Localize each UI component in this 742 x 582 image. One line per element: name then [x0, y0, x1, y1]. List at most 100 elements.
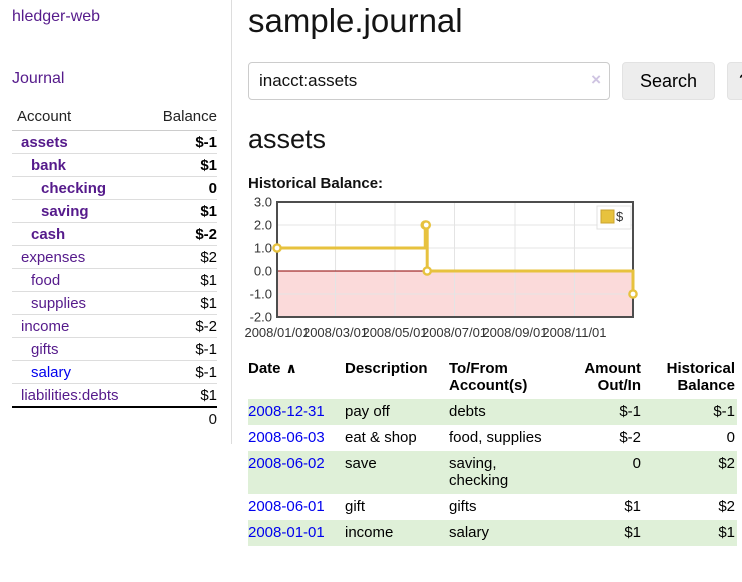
account-balance: $1 — [143, 291, 217, 315]
accounts-table: Account Balance assets $-1 bank $1 checking 0… — [12, 104, 217, 430]
transaction-date-link[interactable]: 2008-06-01 — [248, 498, 325, 515]
transaction-amount: $-1 — [619, 403, 641, 420]
account-row: supplies $1 — [12, 291, 217, 315]
transaction-accounts: gifts — [449, 498, 477, 515]
transaction-row: 2008-01-01 income salary $1 $1 — [248, 520, 737, 546]
account-row: bank $1 — [12, 153, 217, 177]
transaction-date-link[interactable]: 2008-06-03 — [248, 429, 325, 446]
account-balance: $-1 — [143, 360, 217, 384]
account-heading: assets — [248, 124, 327, 154]
svg-text:2008/03/01: 2008/03/01 — [303, 325, 368, 340]
transaction-description: eat & shop — [345, 429, 417, 446]
accounts-total-row: 0 — [12, 406, 217, 430]
transaction-amount: $-2 — [619, 429, 641, 446]
column-header-amount: Amount Out/In — [584, 360, 641, 394]
account-link-gifts[interactable]: gifts — [31, 341, 59, 358]
account-link-income[interactable]: income — [21, 318, 70, 335]
svg-text:1.0: 1.0 — [254, 241, 272, 256]
account-row: checking 0 — [12, 176, 217, 200]
account-balance: $-1 — [195, 134, 217, 151]
account-balance: $-2 — [143, 314, 217, 338]
search-input[interactable] — [248, 62, 610, 100]
transaction-description: income — [345, 524, 394, 541]
svg-text:2008/07/01: 2008/07/01 — [422, 325, 487, 340]
transaction-date-link[interactable]: 2008-01-01 — [248, 524, 325, 541]
account-row: liabilities:debts $1 — [12, 383, 217, 407]
account-row: cash $-2 — [12, 222, 217, 246]
transaction-description: gift — [345, 498, 366, 515]
transaction-balance: $1 — [718, 524, 735, 541]
accounts-header-account: Account — [12, 104, 144, 131]
main-content: sample.journal × Search ? assets Histori… — [244, 0, 742, 546]
svg-text:$: $ — [616, 209, 624, 224]
account-balance: 0 — [143, 176, 217, 200]
transaction-amount: $1 — [624, 524, 641, 541]
accounts-header-balance: Balance — [143, 104, 217, 131]
account-link-saving[interactable]: saving — [41, 203, 89, 220]
page-title: sample.journal — [248, 2, 463, 39]
account-balance: $1 — [143, 153, 217, 177]
account-row: food $1 — [12, 268, 217, 292]
transaction-date-link[interactable]: 2008-06-02 — [248, 455, 325, 472]
account-balance: $1 — [143, 268, 217, 292]
register-header-row: Date ∧ Description To/From Account(s) Amo… — [248, 357, 737, 399]
transaction-row: 2008-06-01 gift gifts $1 $2 — [248, 494, 737, 520]
historical-balance-chart: $3.0 2.0 1.0 0.0 -1.0 -2.0 2008/01/01 2008/03/0… — [244, 195, 742, 345]
account-link-food[interactable]: food — [31, 272, 61, 289]
search-button[interactable]: Search — [622, 62, 716, 100]
account-link-liabilities-debts[interactable]: liabilities:debts — [21, 387, 119, 404]
account-link-bank[interactable]: bank — [31, 157, 67, 174]
accounts-total-value: 0 — [143, 406, 217, 430]
account-row: salary $-1 — [12, 360, 217, 384]
account-balance: $2 — [143, 245, 217, 269]
transaction-row: 2008-12-31 pay off debts $-1 $-1 — [248, 399, 737, 425]
help-button[interactable]: ? — [727, 62, 742, 100]
account-link-supplies[interactable]: supplies — [31, 295, 87, 312]
transaction-accounts: food, supplies — [449, 429, 542, 446]
svg-text:-1.0: -1.0 — [250, 287, 272, 302]
sidebar-item-journal[interactable]: Journal — [12, 70, 65, 87]
transaction-description: pay off — [345, 403, 390, 420]
account-row: saving $1 — [12, 199, 217, 223]
account-link-assets[interactable]: assets — [21, 134, 68, 151]
transaction-balance: $2 — [718, 455, 735, 472]
search-form: × Search ? — [248, 62, 742, 100]
column-header-date[interactable]: Date ∧ — [248, 360, 297, 377]
account-row: income $-2 — [12, 314, 217, 338]
svg-text:2008/05/01: 2008/05/01 — [362, 325, 427, 340]
svg-text:2008/01/01: 2008/01/01 — [244, 325, 309, 340]
transaction-amount: 0 — [632, 455, 641, 472]
transaction-date-link[interactable]: 2008-12-31 — [248, 403, 325, 420]
svg-text:2008/11/01: 2008/11/01 — [542, 325, 606, 340]
svg-text:3.0: 3.0 — [254, 195, 272, 210]
app-brand-link[interactable]: hledger-web — [12, 8, 101, 25]
transaction-accounts: debts — [449, 403, 486, 420]
transaction-row: 2008-06-03 eat & shop food, supplies $-2 0 — [248, 425, 737, 451]
account-row: gifts $-1 — [12, 337, 217, 361]
account-balance: $-2 — [143, 222, 217, 246]
transaction-balance: $2 — [718, 498, 735, 515]
transaction-balance: $-1 — [713, 403, 735, 420]
account-row: assets $-1 — [12, 131, 217, 154]
svg-text:2008/09/01: 2008/09/01 — [482, 325, 547, 340]
sidebar: hledger-web Journal Account Balance asse… — [0, 0, 232, 444]
account-link-cash[interactable]: cash — [31, 226, 66, 243]
register-table: Date ∧ Description To/From Account(s) Amo… — [248, 357, 737, 546]
clear-search-icon[interactable]: × — [591, 70, 601, 89]
account-link-salary[interactable]: salary — [31, 364, 72, 381]
transaction-amount: $1 — [624, 498, 641, 515]
account-balance: $1 — [143, 383, 217, 407]
svg-text:2.0: 2.0 — [254, 218, 272, 233]
account-balance: $1 — [143, 199, 217, 223]
transaction-balance: 0 — [726, 429, 735, 446]
account-row: expenses $2 — [12, 245, 217, 269]
column-header-balance: Historical Balance — [666, 360, 735, 394]
account-link-expenses[interactable]: expenses — [21, 249, 86, 266]
transaction-accounts: salary — [449, 524, 490, 541]
svg-text:-2.0: -2.0 — [250, 310, 272, 325]
sort-ascending-icon: ∧ — [285, 360, 297, 376]
account-balance: $-1 — [143, 337, 217, 361]
transaction-description: save — [345, 455, 377, 472]
svg-text:0.0: 0.0 — [254, 264, 272, 279]
account-link-checking[interactable]: checking — [41, 180, 107, 197]
